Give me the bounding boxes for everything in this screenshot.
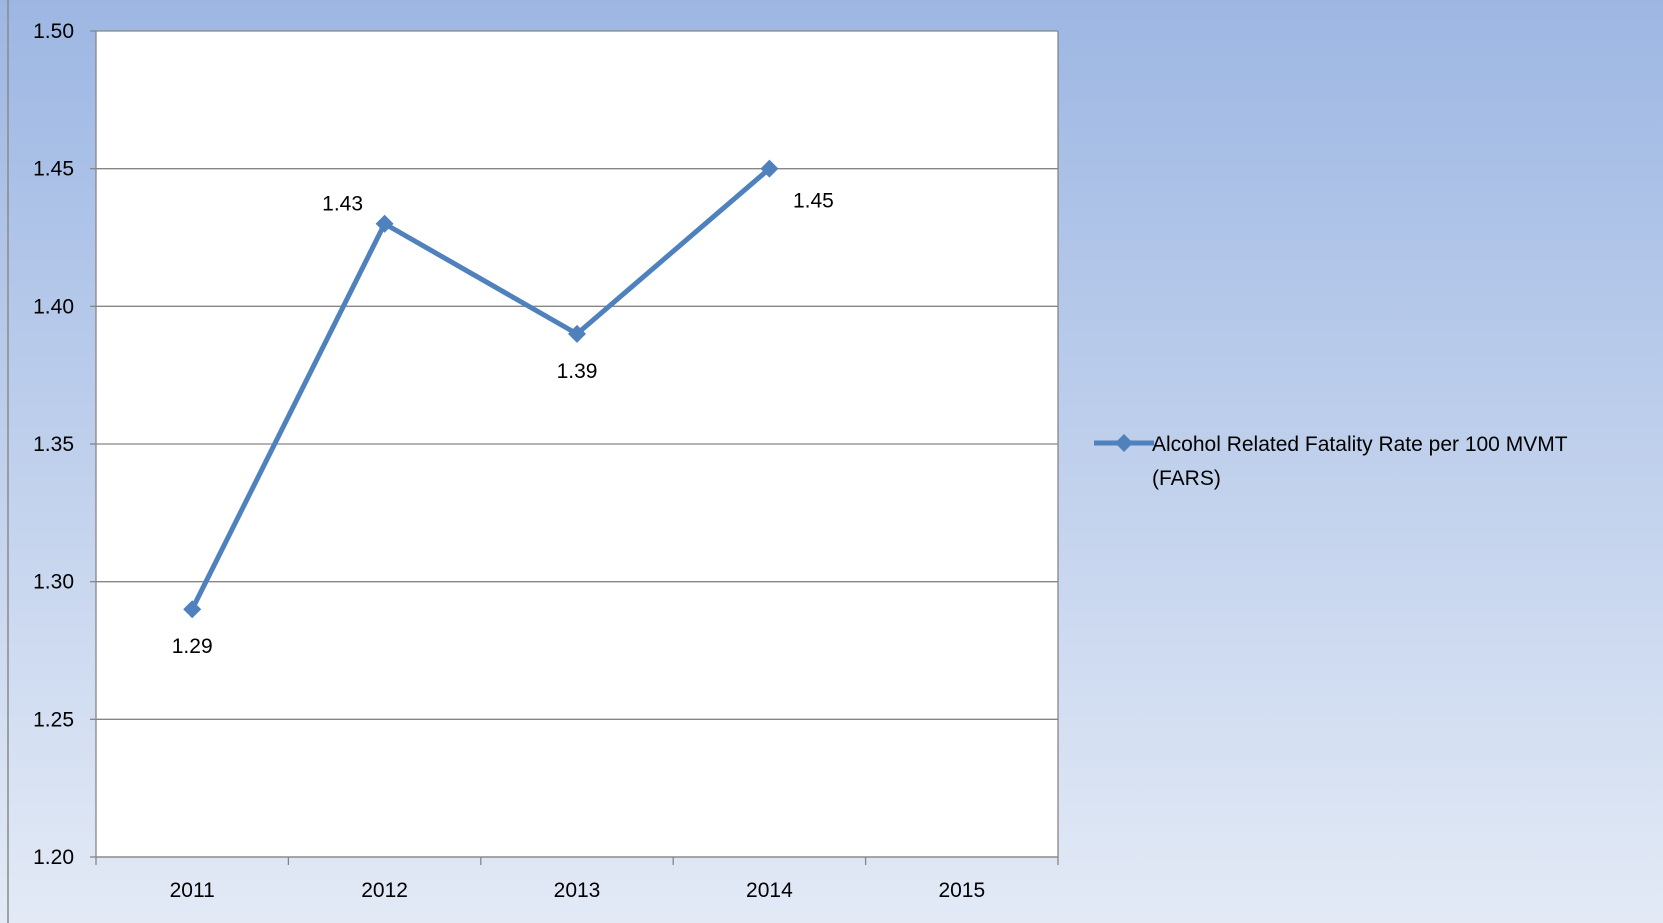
legend-marker: [1115, 434, 1133, 452]
axes: [95, 31, 1059, 865]
data-point-2011: [183, 600, 202, 619]
x-axis-tick-labels: 2011 2012 2013 2014 2015: [170, 879, 986, 902]
legend-label-line-1: Alcohol Related Fatality Rate per 100 MV…: [1152, 433, 1568, 456]
data-labels: 1.29 1.43 1.39 1.45: [172, 190, 834, 659]
legend: Alcohol Related Fatality Rate per 100 MV…: [1094, 433, 1568, 490]
data-label-2014: 1.45: [793, 190, 834, 213]
series-line: [189, 166, 772, 611]
data-point-2013: [568, 324, 586, 343]
x-tick-label-2014: 2014: [746, 879, 793, 902]
data-label-2011: 1.29: [172, 635, 213, 658]
data-point-2014: [760, 159, 779, 178]
y-axis-tick-labels: 1.20 1.25 1.30 1.35 1.40 1.45 1.50: [33, 20, 74, 869]
data-label-2012: 1.43: [322, 193, 363, 216]
y-tick-label: 1.35: [33, 433, 74, 456]
y-tick-label: 1.50: [33, 20, 74, 43]
legend-label-line-2: (FARS): [1152, 467, 1221, 490]
y-tick-label: 1.40: [33, 295, 74, 318]
y-tick-label: 1.30: [33, 571, 74, 594]
y-tick-label: 1.45: [33, 158, 74, 181]
y-tick-label: 1.25: [33, 708, 74, 731]
gridlines: [90, 30, 1058, 858]
y-tick-label: 1.20: [33, 846, 74, 869]
data-label-2013: 1.39: [557, 360, 598, 383]
series-group: [183, 159, 779, 619]
x-tick-label-2013: 2013: [554, 879, 601, 902]
x-tick-label-2012: 2012: [361, 879, 408, 902]
data-point-2012: [375, 214, 394, 233]
x-tick-label-2015: 2015: [938, 879, 985, 902]
x-tick-label-2011: 2011: [170, 879, 215, 902]
